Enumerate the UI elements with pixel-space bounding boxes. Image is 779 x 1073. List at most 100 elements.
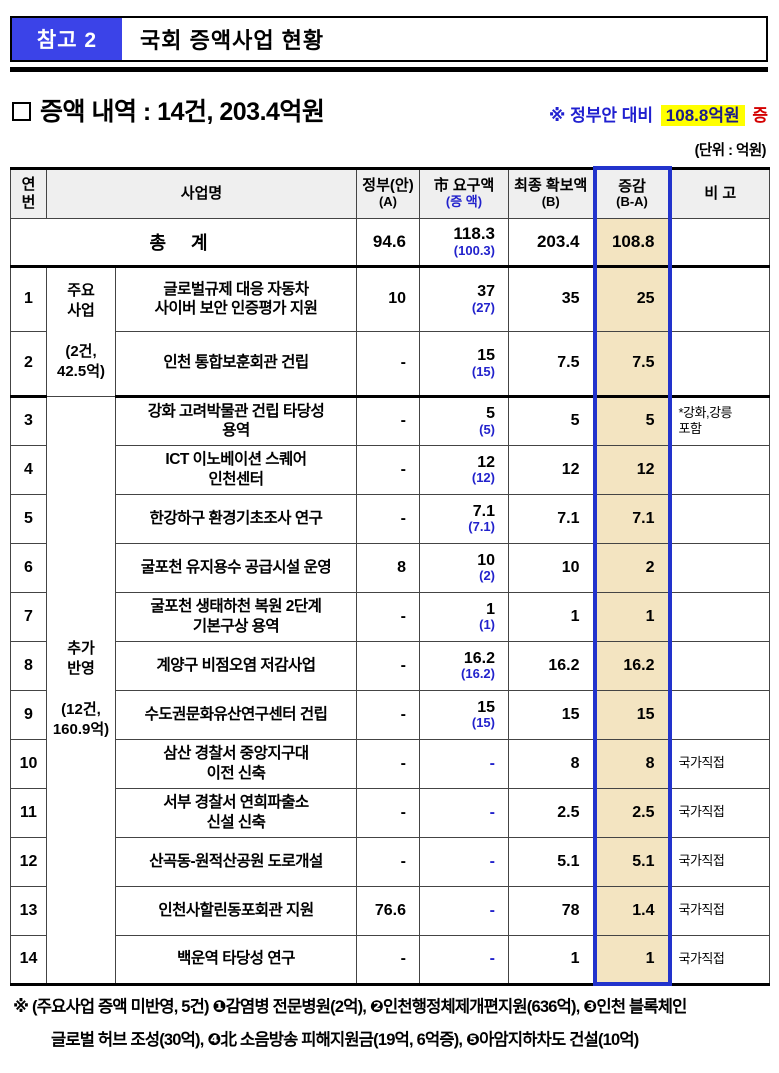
cell-change: 1.4 — [592, 885, 672, 936]
cell-no: 8 — [10, 640, 47, 691]
col-header-govt-sub: (A) — [378, 193, 398, 209]
cell-final: 2.5 — [508, 787, 595, 838]
cell-note — [669, 591, 770, 642]
cell-city-sub: (15) — [471, 363, 495, 379]
cell-city-sub: (16.2) — [461, 666, 495, 682]
cell-change: 16.2 — [592, 640, 672, 691]
cell-govt: - — [356, 738, 420, 789]
col-header-note: 비 고 — [669, 167, 770, 219]
increase-label: 증 — [752, 106, 768, 125]
cell-city-sub: (27) — [471, 299, 495, 315]
cell-city: - — [419, 934, 509, 985]
total-city: 118.3 (100.3) — [419, 217, 509, 268]
cell-name: 백운역 타당성 연구 — [115, 934, 357, 985]
cell-name: 강화 고려박물관 건립 타당성 용역 — [115, 395, 357, 446]
cell-city: - — [419, 885, 509, 936]
table-row: 3 추가 반영 (12건, 160.9억) 강화 고려박물관 건립 타당성 용역… — [10, 395, 770, 985]
cell-name: 서부 경찰서 연희파출소 신설 신축 — [115, 787, 357, 838]
footnote-line-1: ※ (주요사업 증액 미반영, 5건) ❶감염병 전문병원(2억), ❷인천행정… — [13, 998, 687, 1016]
cell-city-main: - — [489, 852, 495, 870]
cell-city-sub: (1) — [479, 617, 495, 633]
cell-no: 9 — [10, 689, 47, 740]
cell-city: 5 (5) — [419, 395, 509, 446]
cell-govt: - — [356, 444, 420, 495]
cell-govt: - — [356, 395, 420, 446]
cell-govt: - — [356, 787, 420, 838]
cell-change: 2.5 — [592, 787, 672, 838]
cell-city: - — [419, 787, 509, 838]
cell-govt: - — [356, 836, 420, 887]
table-row: 7 굴포천 생태하천 복원 2단계 기본구상 용역 - 1 (1) 1 1 — [10, 591, 770, 642]
table-row: 1 주요 사업 (2건, 42.5억) 글로벌규제 대응 자동차 사이버 보안 … — [10, 265, 770, 397]
cell-note — [669, 542, 770, 593]
cell-no: 6 — [10, 542, 47, 593]
summary-row: 증액 내역 : 14건, 203.4억원 ※ 정부안 대비 108.8억원 증 — [12, 92, 768, 128]
cell-no: 3 — [10, 395, 47, 446]
col-header-govt-main: 정부(안) — [362, 177, 414, 195]
cell-name: 굴포천 유지용수 공급시설 운영 — [115, 542, 357, 593]
cell-city-sub: (5) — [479, 421, 495, 437]
cell-no: 1 — [10, 265, 47, 332]
cell-no: 7 — [10, 591, 47, 642]
cell-name: ICT 이노베이션 스퀘어 인천센터 — [115, 444, 357, 495]
cell-final: 16.2 — [508, 640, 595, 691]
col-header-govt: 정부(안) (A) — [356, 167, 420, 219]
total-change: 108.8 — [592, 217, 672, 268]
cell-city-main: 1 — [486, 600, 495, 618]
total-note — [669, 217, 770, 268]
cell-change: 15 — [592, 689, 672, 740]
cell-final: 1 — [508, 591, 595, 642]
cell-city: 37 (27) — [419, 265, 509, 332]
cell-change: 25 — [592, 265, 672, 332]
budget-table: 연 번 사업명 정부(안) (A) 市 요구액 (증 액) 최종 확보액 (B)… — [10, 166, 770, 986]
cell-city: 15 (15) — [419, 689, 509, 740]
cell-no: 14 — [10, 934, 47, 985]
cell-note: 국가직접 — [669, 836, 770, 887]
cell-city-sub: (15) — [471, 715, 495, 731]
cell-change: 1 — [592, 934, 672, 986]
cell-note — [669, 493, 770, 544]
cell-city: 1 (1) — [419, 591, 509, 642]
cell-no: 11 — [10, 787, 47, 838]
col-header-final-sub: (B) — [541, 193, 560, 209]
cell-note: 국가직접 — [669, 787, 770, 838]
cell-no: 12 — [10, 836, 47, 887]
cell-city-main: 5 — [486, 405, 495, 423]
cell-govt: 8 — [356, 542, 420, 593]
unit-label: (단위 : 억원) — [694, 143, 767, 159]
cell-change: 7.1 — [592, 493, 672, 544]
cell-city-main: 7.1 — [472, 502, 495, 520]
cell-change: 7.5 — [592, 330, 672, 398]
cell-city: 12 (12) — [419, 444, 509, 495]
cell-name: 산곡동-원적산공원 도로개설 — [115, 836, 357, 887]
cell-final: 10 — [508, 542, 595, 593]
cell-final: 35 — [508, 265, 595, 332]
table-row: 14 백운역 타당성 연구 - - 1 1 국가직접 — [10, 934, 770, 986]
col-header-city: 市 요구액 (증 액) — [419, 167, 509, 219]
table-row: 10 삼산 경찰서 중앙지구대 이전 신축 - - 8 8 국가직접 — [10, 738, 770, 789]
cell-no: 4 — [10, 444, 47, 495]
cell-govt: - — [356, 330, 420, 398]
cell-no: 2 — [10, 330, 47, 398]
table-header-row: 연 번 사업명 정부(안) (A) 市 요구액 (증 액) 최종 확보액 (B)… — [10, 166, 770, 219]
col-header-city-main: 市 요구액 — [433, 177, 495, 195]
cell-note: 국가직접 — [669, 934, 770, 985]
cell-city: - — [419, 738, 509, 789]
cell-city-main: 15 — [477, 347, 495, 365]
cell-name: 굴포천 생태하천 복원 2단계 기본구상 용역 — [115, 591, 357, 642]
cell-change: 12 — [592, 444, 672, 495]
col-header-change: 증감 (B-A) — [592, 166, 672, 219]
cell-name: 삼산 경찰서 중앙지구대 이전 신축 — [115, 738, 357, 789]
cell-city-main: - — [489, 803, 495, 821]
total-row: 총 계 94.6 118.3 (100.3) 203.4 108.8 — [10, 217, 770, 268]
cell-note: *강화,강릉 포함 — [669, 395, 770, 446]
summary-title-text: 증액 내역 : 14건, 203.4억원 — [40, 98, 325, 126]
total-final: 203.4 — [508, 217, 595, 268]
cell-city-main: - — [489, 950, 495, 968]
cell-final: 8 — [508, 738, 595, 789]
cell-govt: - — [356, 689, 420, 740]
cell-final: 5.1 — [508, 836, 595, 887]
page-title: 국회 증액사업 현황 — [140, 28, 325, 53]
cell-note: 국가직접 — [669, 738, 770, 789]
